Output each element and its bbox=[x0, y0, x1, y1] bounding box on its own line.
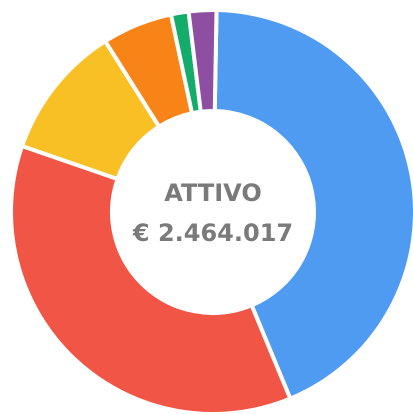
center-total: € 2.464.017 bbox=[132, 219, 293, 247]
donut-slice bbox=[9, 143, 293, 414]
donut-slice bbox=[186, 8, 219, 114]
donut-slice bbox=[212, 7, 413, 402]
center-title: ATTIVO bbox=[164, 179, 262, 207]
donut bbox=[9, 7, 413, 414]
